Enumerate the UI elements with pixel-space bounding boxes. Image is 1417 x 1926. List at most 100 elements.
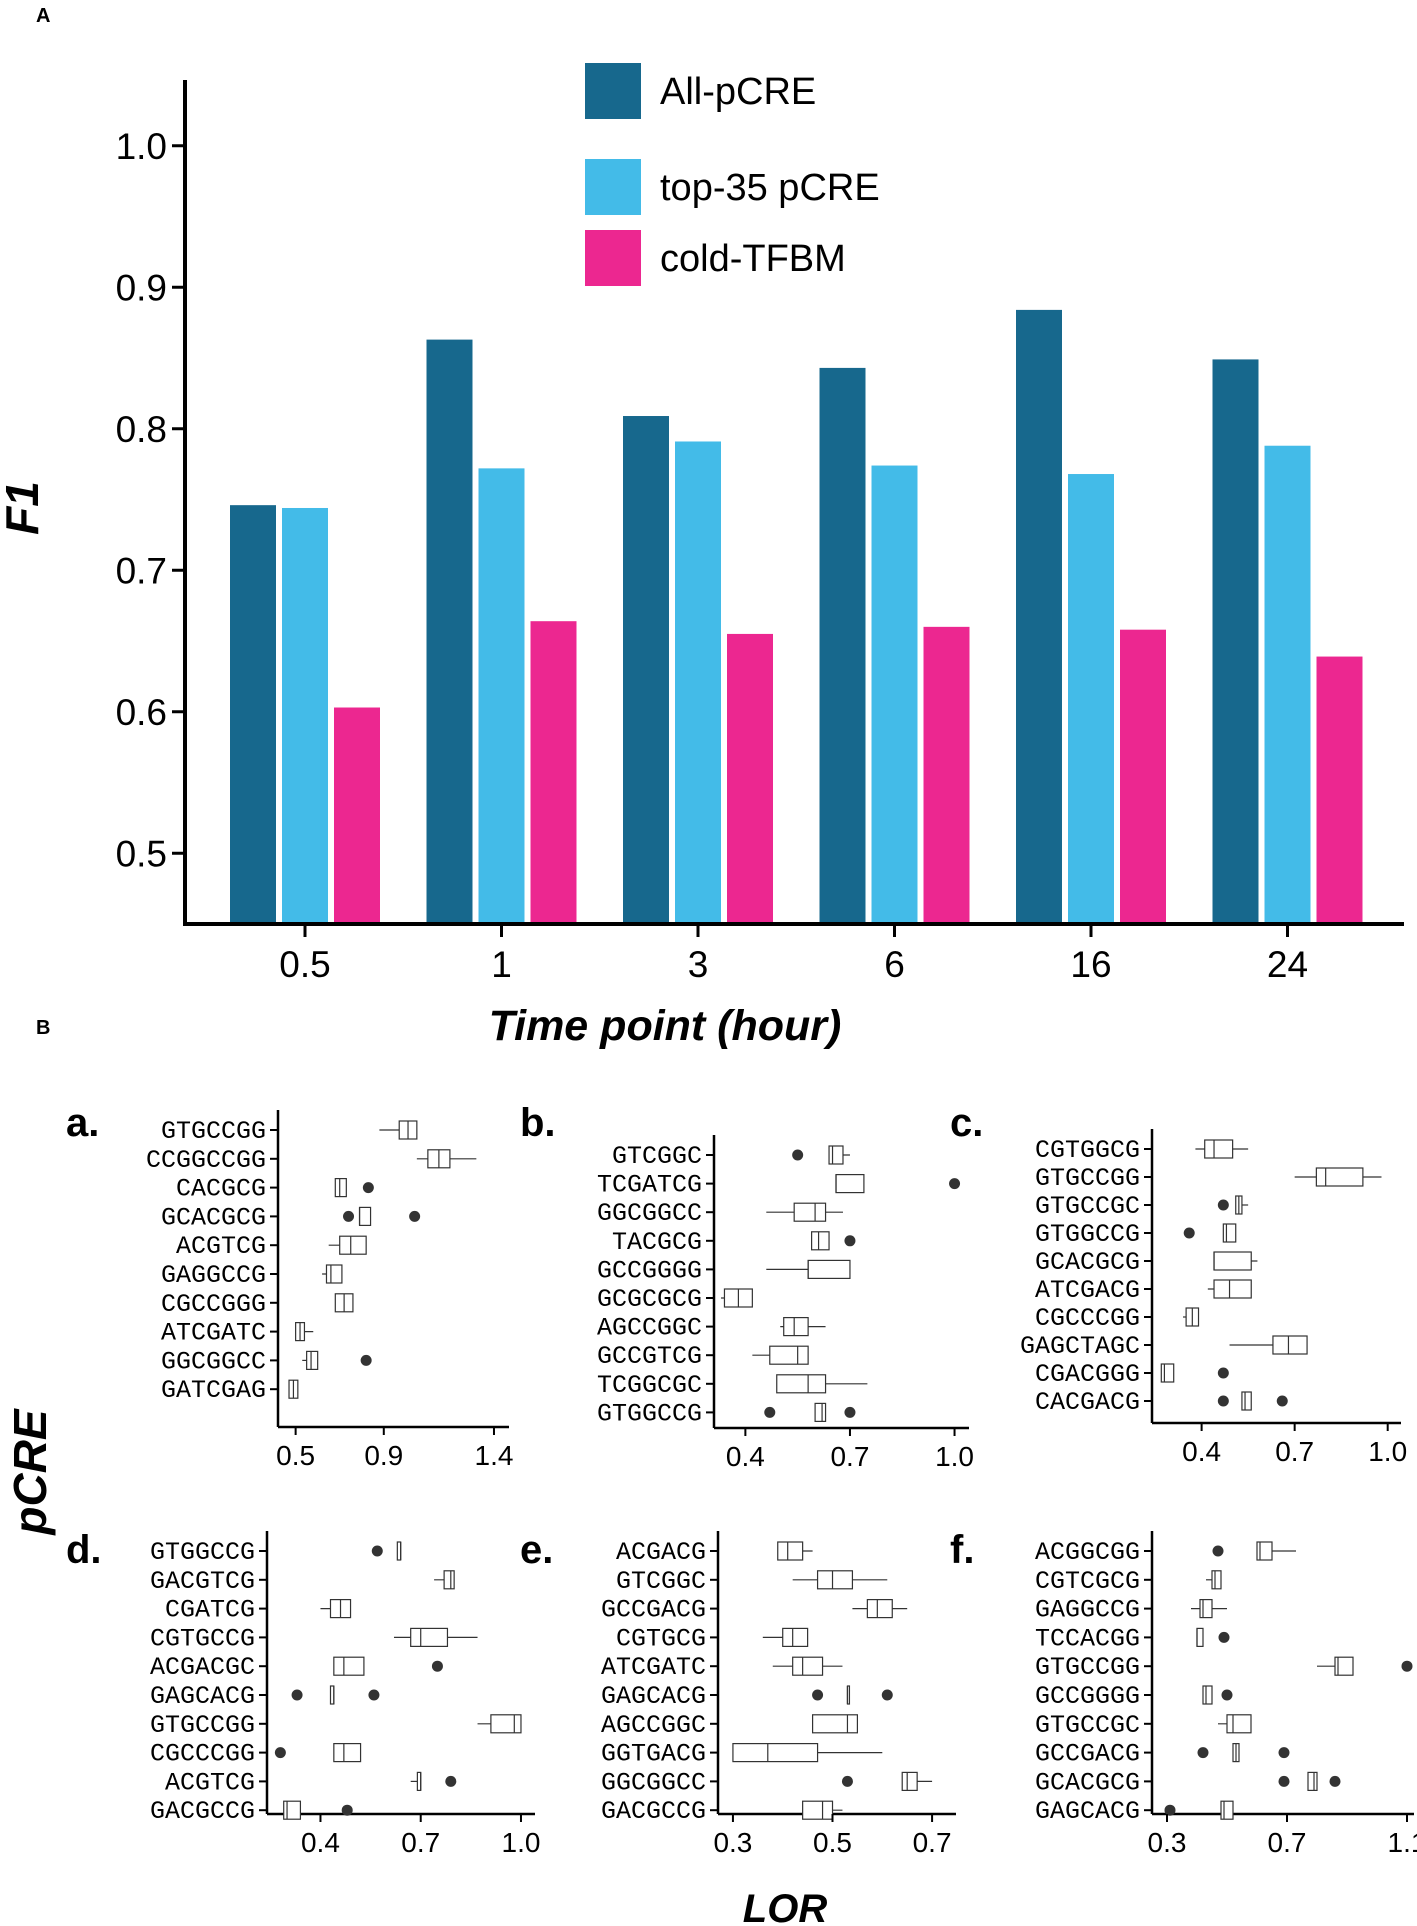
box-panel-f: f. ACGGCGGCGTCGCGGAGGCCGTCCACGGGTGCCGGGCC… xyxy=(950,1528,1417,1858)
row-label-atcgatc: ATCGATC xyxy=(161,1319,266,1348)
row-label-ggtgacg: GGTGACG xyxy=(601,1740,706,1769)
row-label-gtcggc: GTCGGC xyxy=(616,1567,706,1596)
box-outlier-point xyxy=(1164,1804,1176,1816)
row-label-cgtggcg: CGTGGCG xyxy=(1035,1136,1140,1165)
row-label-cacgcg: CACGCG xyxy=(176,1175,266,1204)
row-label-atcgatc: ATCGATC xyxy=(601,1653,706,1682)
box-outlier-point xyxy=(1329,1775,1341,1787)
panel-label-a: A xyxy=(36,5,50,27)
box-iqr xyxy=(793,1202,827,1222)
box-outlier-point xyxy=(881,1689,893,1701)
box-outlier-point xyxy=(274,1747,286,1759)
box-iqr xyxy=(807,1259,851,1280)
box-x-tick-label: 0.9 xyxy=(364,1440,403,1471)
row-label-acgtcg: ACGTCG xyxy=(176,1232,266,1261)
box-iqr xyxy=(866,1598,893,1619)
box-x-tick-label: 1.0 xyxy=(502,1827,541,1858)
row-label-gccgtcg: GCCGTCG xyxy=(597,1342,702,1371)
row-label-tcgatcg: TCGATCG xyxy=(597,1171,702,1200)
bar-cold-tfbm-16 xyxy=(1120,629,1166,924)
box-iqr xyxy=(1220,1800,1234,1820)
row-label-gcacgcg: GCACGCG xyxy=(1035,1248,1140,1277)
row-label-gtcggc: GTCGGC xyxy=(612,1142,702,1171)
row-label-cgtcgcg: CGTCGCG xyxy=(1035,1567,1140,1596)
x-tick-label: 1 xyxy=(491,944,512,985)
x-tick-label: 6 xyxy=(884,944,905,985)
box-panel-label: a. xyxy=(66,1101,99,1145)
box-outlier-point xyxy=(949,1178,961,1190)
y-tick-label: 0.5 xyxy=(116,833,167,874)
row-label-gtgccgc: GTGCCGC xyxy=(1035,1192,1140,1221)
row-label-cgcccgg: CGCCCGG xyxy=(1035,1304,1140,1333)
box-panel-label: b. xyxy=(520,1101,556,1145)
panel-label-b: B xyxy=(36,1017,50,1039)
y-tick-label: 0.8 xyxy=(116,409,167,450)
box-outlier-point xyxy=(1197,1747,1209,1759)
box-iqr xyxy=(1226,1714,1252,1734)
row-label-gtgccgg: GTGCCGG xyxy=(161,1117,266,1146)
box-outlier-point xyxy=(368,1689,380,1701)
bar-cold-tfbm-6 xyxy=(923,626,970,924)
box-iqr xyxy=(835,1173,865,1194)
box-iqr xyxy=(1199,1598,1213,1619)
box-iqr xyxy=(358,1206,372,1227)
legend-swatch-cold-tfbm xyxy=(585,230,641,286)
box-panel-e: e. ACGACGGTCGGCGCCGACGCGTGCGATCGATCGAGCAC… xyxy=(520,1528,956,1858)
box-iqr xyxy=(811,1714,859,1734)
row-label-gaggccg: GAGGCCG xyxy=(161,1261,266,1290)
legend-label-all-pcre: All-pCRE xyxy=(660,71,816,113)
box-iqr xyxy=(1160,1363,1175,1383)
box-outlier-point xyxy=(1278,1747,1290,1759)
box-iqr xyxy=(306,1350,319,1371)
row-label-tacgcg: TACGCG xyxy=(612,1228,702,1257)
box-outlier-point xyxy=(764,1406,776,1418)
box-iqr xyxy=(410,1627,449,1648)
row-label-gtgccgc: GTGCCGC xyxy=(1035,1711,1140,1740)
row-label-cgtgcg: CGTGCG xyxy=(616,1624,706,1653)
box-iqr xyxy=(901,1771,918,1792)
box-iqr xyxy=(1196,1627,1204,1648)
bar-all-pcre-1 xyxy=(426,339,473,925)
box-outlier-point xyxy=(841,1775,853,1787)
box-outlier-point xyxy=(343,1210,355,1222)
box-x-tick-label: 0.4 xyxy=(726,1441,765,1472)
row-label-cgtgccg: CGTGCCG xyxy=(150,1624,255,1653)
box-x-tick-label: 0.5 xyxy=(813,1827,852,1858)
box-x-tick-label: 0.3 xyxy=(713,1827,752,1858)
box-iqr xyxy=(1213,1251,1252,1271)
box-x-tick-label: 1.0 xyxy=(1368,1436,1407,1467)
box-iqr xyxy=(339,1235,367,1255)
box-outlier-point xyxy=(812,1689,824,1701)
box-iqr xyxy=(792,1656,824,1676)
box-iqr xyxy=(828,1145,844,1165)
y-tick-label: 1.0 xyxy=(116,126,167,167)
bar-chart-f1: 0.5 0.6 0.7 0.8 0.9 1.0 0.5 1 3 6 16 24 Time point (… xyxy=(0,63,1404,1050)
box-outlier-point xyxy=(844,1406,856,1418)
box-outlier-point xyxy=(1217,1367,1229,1379)
box-outlier-point xyxy=(409,1210,421,1222)
row-label-tcggcgc: TCGGCGC xyxy=(597,1371,702,1400)
bar-cold-tfbm-0.5 xyxy=(334,707,380,924)
box-iqr xyxy=(783,1316,809,1337)
box-iqr xyxy=(1272,1335,1308,1355)
row-label-gtggccg: GTGGCCG xyxy=(150,1538,255,1567)
row-label-agccggc: AGCCGGC xyxy=(601,1711,706,1740)
bar-all-pcre-3 xyxy=(623,416,669,924)
row-label-acgacgc: ACGACGC xyxy=(150,1653,255,1682)
bar-all-pcre-16 xyxy=(1016,309,1062,924)
legend-swatch-all-pcre xyxy=(585,63,641,119)
box-iqr xyxy=(1307,1771,1318,1792)
box-iqr xyxy=(811,1231,830,1251)
row-label-gagctagc: GAGCTAGC xyxy=(1020,1332,1140,1361)
row-label-gacgccg: GACGCCG xyxy=(150,1797,255,1826)
x-tick-label: 16 xyxy=(1070,944,1111,985)
row-label-cacgacg: CACGACG xyxy=(1035,1388,1140,1417)
box-x-tick-label: 1.1 xyxy=(1388,1827,1417,1858)
box-outlier-point xyxy=(844,1235,856,1247)
box-iqr xyxy=(1241,1391,1252,1411)
row-label-ggcggcc: GGCGGCC xyxy=(597,1199,702,1228)
row-label-acgacg: ACGACG xyxy=(616,1538,706,1567)
bar-top-35-pcre-24 xyxy=(1264,445,1311,924)
box-iqr xyxy=(776,1374,827,1394)
box-x-tick-label: 0.7 xyxy=(913,1827,952,1858)
